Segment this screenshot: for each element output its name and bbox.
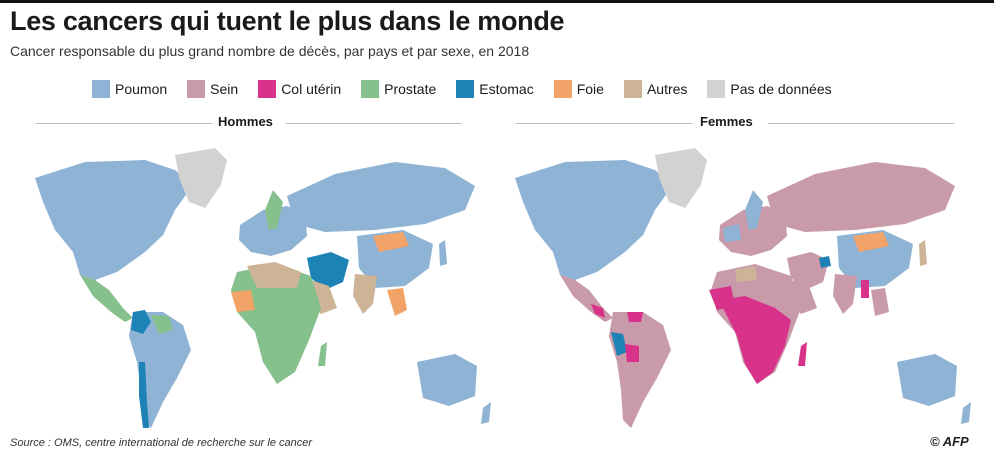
legend-item-foie: Foie — [553, 80, 604, 98]
bolivia — [625, 344, 639, 362]
middle-east — [787, 252, 829, 290]
colombia — [131, 310, 151, 334]
legend-label: Sein — [210, 81, 239, 97]
legend-label: Autres — [646, 81, 688, 97]
legend-swatch — [187, 80, 206, 98]
women-rule-right — [768, 123, 954, 124]
men-rule-left — [36, 123, 212, 124]
southeast-asia — [387, 288, 407, 316]
legend-label: Estomac — [479, 81, 534, 97]
legend-item-sein: Sein — [187, 80, 238, 98]
infographic-title: Les cancers qui tuent le plus dans le mo… — [10, 6, 565, 36]
middle-east — [307, 252, 349, 290]
men-world-map — [35, 148, 491, 428]
russia — [287, 162, 475, 232]
legend-item-prostate: Prostate — [361, 80, 436, 98]
mexico-central-america — [80, 275, 133, 322]
japan — [919, 240, 927, 266]
men-panel-title: Hommes — [218, 114, 273, 129]
india — [833, 274, 857, 314]
north-africa — [247, 262, 301, 288]
europe — [719, 206, 787, 256]
peru — [611, 332, 627, 356]
scandinavia — [745, 190, 763, 230]
legend-swatch — [361, 80, 380, 98]
africa — [231, 264, 321, 384]
venezuela — [627, 312, 643, 322]
afp-credit: © AFP — [930, 434, 969, 449]
legend-item-col-uterin: Col utérin — [258, 80, 341, 98]
europe — [239, 206, 307, 256]
china — [837, 230, 913, 288]
north-africa-other — [735, 266, 757, 282]
legend-swatch — [258, 80, 277, 98]
legend-label: Pas de données — [730, 81, 832, 97]
west-africa-liver — [231, 290, 255, 312]
women-world-map — [515, 148, 971, 428]
new-zealand — [961, 402, 971, 424]
japan — [439, 240, 447, 266]
southeast-asia — [871, 288, 889, 316]
mongolia — [853, 232, 889, 252]
men-rule-right — [286, 123, 462, 124]
west-africa — [709, 286, 735, 310]
russia — [767, 162, 955, 232]
infographic-subtitle: Cancer responsable du plus grand nombre … — [10, 43, 530, 59]
legend-item-estomac: Estomac — [456, 80, 534, 98]
north-america — [515, 160, 673, 280]
chile — [139, 362, 149, 428]
legend-label: Foie — [576, 81, 604, 97]
legend-swatch — [92, 80, 110, 98]
legend-swatch — [707, 80, 726, 98]
legend-label: Col utérin — [281, 81, 342, 97]
legend-label: Prostate — [384, 81, 437, 97]
sub-saharan-africa — [719, 296, 791, 384]
greenland — [655, 148, 707, 208]
legend: Poumon Sein Col utérin Prostate Estomac … — [92, 80, 852, 98]
india — [353, 274, 377, 314]
legend-item-autres: Autres — [623, 80, 688, 98]
legend-label: Poumon — [115, 81, 168, 97]
source-note: Source : OMS, centre international de re… — [10, 437, 313, 449]
top-bar — [0, 0, 994, 3]
brazil-north — [151, 315, 173, 334]
australia — [417, 354, 477, 406]
madagascar — [318, 342, 327, 366]
mexico-central-america — [560, 275, 613, 322]
madagascar — [798, 342, 807, 366]
scandinavia — [265, 190, 283, 230]
china — [357, 230, 433, 288]
myanmar — [861, 280, 869, 298]
women-panel-title: Femmes — [700, 114, 753, 129]
legend-item-pas-de-donnees: Pas de données — [707, 80, 832, 98]
mongolia — [373, 232, 409, 252]
legend-swatch — [553, 80, 572, 98]
greenland — [175, 148, 227, 208]
north-america — [35, 160, 193, 280]
south-america — [609, 312, 671, 428]
women-rule-left — [516, 123, 692, 124]
australia — [897, 354, 957, 406]
legend-item-poumon: Poumon — [92, 80, 167, 98]
western-europe-lung — [723, 224, 741, 242]
central-asia-stomach — [819, 256, 831, 268]
legend-swatch — [623, 80, 642, 98]
new-zealand — [481, 402, 491, 424]
legend-swatch — [456, 80, 475, 98]
central-america-cervix — [591, 304, 605, 318]
